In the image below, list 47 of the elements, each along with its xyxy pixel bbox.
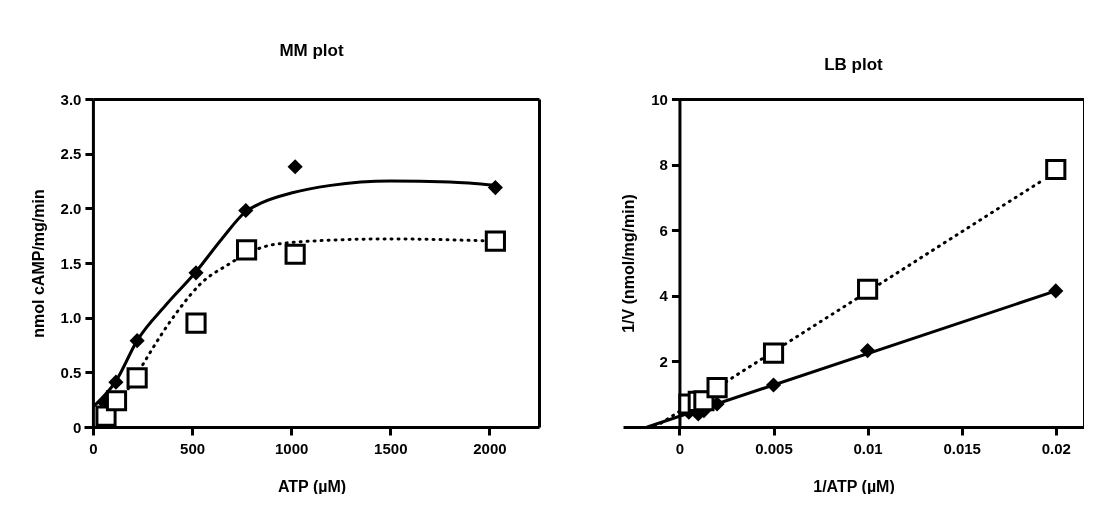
point bbox=[1045, 158, 1067, 181]
x-tick-label: 0 bbox=[89, 439, 98, 457]
y-tick-label: 8 bbox=[659, 156, 668, 174]
chart-title: MM plot bbox=[279, 41, 344, 60]
chart-title: LB plot bbox=[824, 55, 884, 74]
point bbox=[129, 333, 145, 349]
y-tick-label: 2.5 bbox=[60, 145, 82, 163]
point bbox=[235, 239, 258, 261]
y-tick-label: 10 bbox=[651, 90, 668, 108]
y-tick-label: 2.0 bbox=[60, 199, 82, 217]
point bbox=[238, 202, 254, 219]
x-tick-label: 1500 bbox=[374, 439, 408, 457]
x-tick-label: 0.015 bbox=[943, 439, 981, 457]
point bbox=[185, 312, 207, 334]
x-tick-label: 0 bbox=[675, 439, 685, 457]
x-tick-label: 2000 bbox=[473, 439, 507, 457]
point bbox=[484, 230, 506, 252]
y-tick-label: 0 bbox=[73, 418, 82, 436]
x-tick-label: 0.01 bbox=[853, 439, 883, 457]
x-axis-title: 1/ATP (µM) bbox=[813, 477, 895, 495]
y-tick-label: 3.0 bbox=[60, 90, 82, 108]
point bbox=[487, 179, 503, 196]
x-tick-label: 1000 bbox=[274, 439, 309, 457]
point bbox=[287, 159, 303, 175]
x-tick-label: 0.005 bbox=[755, 439, 793, 457]
x-tick-label: 0.02 bbox=[1041, 439, 1071, 457]
y-tick-label: 6 bbox=[659, 221, 668, 239]
x-axis-title: ATP (µM) bbox=[277, 477, 347, 495]
point bbox=[860, 342, 876, 359]
y-axis-title: nmol cAMP/mg/min bbox=[29, 189, 47, 338]
point bbox=[706, 377, 728, 399]
point bbox=[105, 390, 128, 412]
y-tick-label: 2 bbox=[659, 352, 668, 370]
point bbox=[126, 367, 148, 389]
point bbox=[857, 278, 879, 300]
y-tick-label: 0.5 bbox=[60, 363, 82, 381]
point bbox=[284, 243, 306, 265]
point bbox=[188, 265, 204, 281]
point bbox=[765, 377, 782, 393]
point bbox=[1048, 283, 1064, 299]
y-axis-title: 1/V (nmol/mg/min) bbox=[620, 194, 638, 333]
y-tick-label: 1.0 bbox=[60, 309, 82, 327]
y-tick-label: 4 bbox=[659, 287, 669, 305]
y-tick-label: 1.5 bbox=[60, 254, 82, 272]
point bbox=[108, 374, 124, 390]
point bbox=[762, 342, 785, 364]
x-tick-label: 500 bbox=[180, 439, 206, 457]
